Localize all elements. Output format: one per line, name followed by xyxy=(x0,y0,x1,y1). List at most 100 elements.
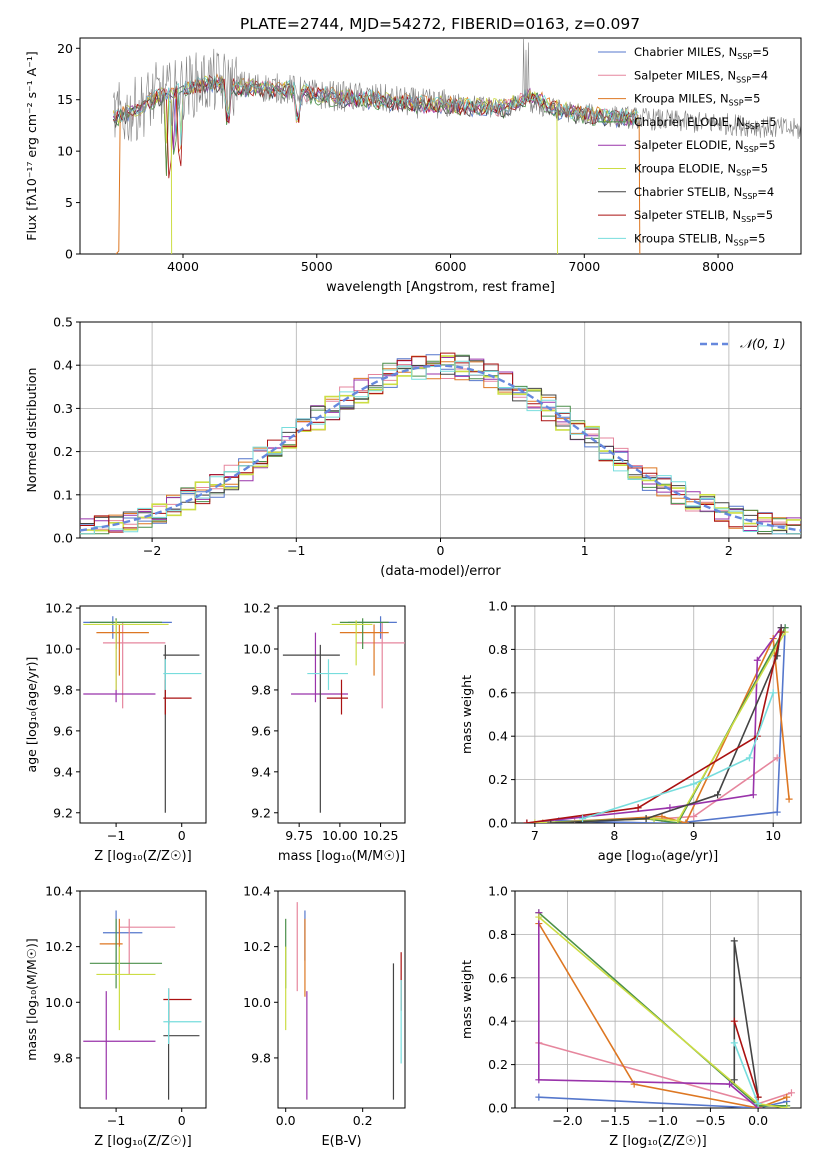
x-tick-label: 7000 xyxy=(568,259,600,274)
y-tick-label: 10.4 xyxy=(45,884,73,899)
y-tick-label: 20 xyxy=(57,41,73,56)
y-tick-label: 9.6 xyxy=(251,723,271,738)
chart-mass-vs-ebv: 0.0 0.2 9.8 10.0 10.2 10.4 E(B-V) xyxy=(243,884,406,1149)
y-tick-label: 10.2 xyxy=(243,939,271,954)
chart-mass-vs-Z: −1 0 9.8 10.0 10.2 10.4 Z [log₁₀(Z/Z☉)] mass [l… xyxy=(24,884,207,1149)
plot-area xyxy=(535,909,795,1108)
plot-area xyxy=(523,624,793,823)
series-marker xyxy=(730,1017,738,1025)
x-tick-label: 1 xyxy=(581,543,589,558)
series-line xyxy=(550,627,782,823)
series-marker xyxy=(682,819,690,823)
y-tick-label: 10.0 xyxy=(45,641,73,656)
x-axis-label: Z [log₁₀(Z/Z☉)] xyxy=(609,1134,706,1149)
y-axis-label: Normed distribution xyxy=(24,368,39,493)
x-tick-label: −1 xyxy=(287,543,305,558)
plot-frame xyxy=(514,605,802,824)
plot-frame xyxy=(277,890,406,1109)
legend-label: 𝒩(0, 1) xyxy=(740,336,786,351)
y-tick-label: 9.2 xyxy=(251,805,271,820)
series-marker xyxy=(690,780,698,788)
x-tick-label: 8000 xyxy=(702,259,734,274)
y-tick-label: 10.4 xyxy=(243,884,271,899)
series-marker xyxy=(785,795,793,803)
series-line xyxy=(733,1042,759,1104)
legend: Chabrier MILES, NSSP=5 Salpeter MILES, NS… xyxy=(598,45,777,247)
x-tick-label: 0 xyxy=(178,1113,186,1128)
y-tick-label: 0.4 xyxy=(488,729,508,744)
y-tick-label: 1.0 xyxy=(488,599,508,614)
y-axis-label: mass [log₁₀(M/M☉)] xyxy=(24,938,39,1060)
plot-area xyxy=(83,616,202,813)
series-marker xyxy=(531,819,539,823)
series-marker xyxy=(769,689,777,697)
series-marker xyxy=(783,1093,791,1101)
chart-mass-weight-vs-Z: −2.0 −1.5 −1.0 −0.5 0.0 0.0 0.2 0.4 0.6 0.8 1.0 Z [… xyxy=(459,884,802,1149)
series-marker xyxy=(730,1076,738,1084)
series-marker xyxy=(674,817,682,823)
series-marker xyxy=(783,1104,791,1108)
series-marker xyxy=(535,1093,543,1101)
figure-title: PLATE=2744, MJD=54272, FIBERID=0163, z=0… xyxy=(240,15,640,33)
y-tick-label: 0.2 xyxy=(488,1057,508,1072)
series-line xyxy=(537,912,759,1108)
plot-frame xyxy=(514,890,802,1109)
x-axis-label: age [log₁₀(age/yr)] xyxy=(598,849,719,864)
series-marker xyxy=(690,812,698,820)
plot-area xyxy=(113,38,801,254)
y-tick-label: 0.4 xyxy=(488,1014,508,1029)
y-tick-label: 0.0 xyxy=(488,816,508,831)
legend: 𝒩(0, 1) xyxy=(700,336,786,351)
legend-label: Salpeter MILES, NSSP=4 xyxy=(634,68,768,84)
series-line xyxy=(558,627,786,823)
y-axis-label: age [log₁₀(age/yr)] xyxy=(24,657,39,773)
plot-frame xyxy=(277,605,406,824)
x-tick-label: 0.0 xyxy=(276,1113,296,1128)
y-tick-label: 0.6 xyxy=(488,970,508,985)
y-tick-label: 9.2 xyxy=(53,805,73,820)
x-axis-label: Z [log₁₀(Z/Z☉)] xyxy=(94,1134,191,1149)
y-tick-label: 15 xyxy=(57,92,73,107)
model-edge-line xyxy=(638,120,641,254)
series-marker xyxy=(773,754,781,762)
x-tick-label: 9 xyxy=(690,828,698,843)
chart-age-vs-Z: −1 0 9.2 9.4 9.6 9.8 10.0 10.2 Z [log₁₀(Z/Z☉)] ag… xyxy=(24,601,207,864)
legend-label: Chabrier ELODIE, NSSP=5 xyxy=(634,115,777,131)
y-tick-label: 0.4 xyxy=(53,358,73,373)
series-line xyxy=(526,627,786,823)
series-marker xyxy=(787,1089,795,1097)
x-axis-label: wavelength [Angstrom, rest frame] xyxy=(326,280,555,295)
series-marker xyxy=(745,754,753,762)
x-tick-label: −1.0 xyxy=(648,1113,678,1128)
normal-curve xyxy=(80,364,801,532)
x-axis-label: Z [log₁₀(Z/Z☉)] xyxy=(94,849,191,864)
plot-frame xyxy=(79,37,802,255)
y-tick-label: 9.8 xyxy=(251,1050,271,1065)
model-edge-line xyxy=(115,120,121,254)
x-tick-label: 5000 xyxy=(301,259,333,274)
y-tick-label: 9.4 xyxy=(53,764,73,779)
legend-label: Salpeter ELODIE, NSSP=5 xyxy=(634,138,776,154)
series-line xyxy=(538,1042,792,1105)
x-tick-label: 4000 xyxy=(167,259,199,274)
x-tick-label: −1.5 xyxy=(600,1113,630,1128)
y-axis-label: mass weight xyxy=(459,675,474,754)
x-tick-label: 2 xyxy=(725,543,733,558)
x-axis-label: (data-model)/error xyxy=(380,564,501,579)
model-edge-line xyxy=(556,99,559,254)
x-tick-label: 10.00 xyxy=(322,828,358,843)
legend-label: Chabrier STELIB, NSSP=4 xyxy=(634,185,774,201)
series-marker xyxy=(730,937,738,945)
y-tick-label: 10 xyxy=(57,144,73,159)
series-line xyxy=(582,692,774,820)
y-axis-label: Flux [fλ10⁻¹⁷ erg cm⁻² s⁻¹ A⁻¹] xyxy=(24,51,39,240)
x-tick-label: −1 xyxy=(107,828,125,843)
legend-label: Salpeter STELIB, NSSP=5 xyxy=(634,208,773,224)
y-tick-label: 9.4 xyxy=(251,764,271,779)
x-tick-label: 8 xyxy=(610,828,618,843)
x-tick-label: −0.5 xyxy=(695,1113,725,1128)
y-tick-label: 10.2 xyxy=(243,601,271,616)
y-tick-label: 10.0 xyxy=(45,995,73,1010)
series-marker xyxy=(535,1076,543,1084)
